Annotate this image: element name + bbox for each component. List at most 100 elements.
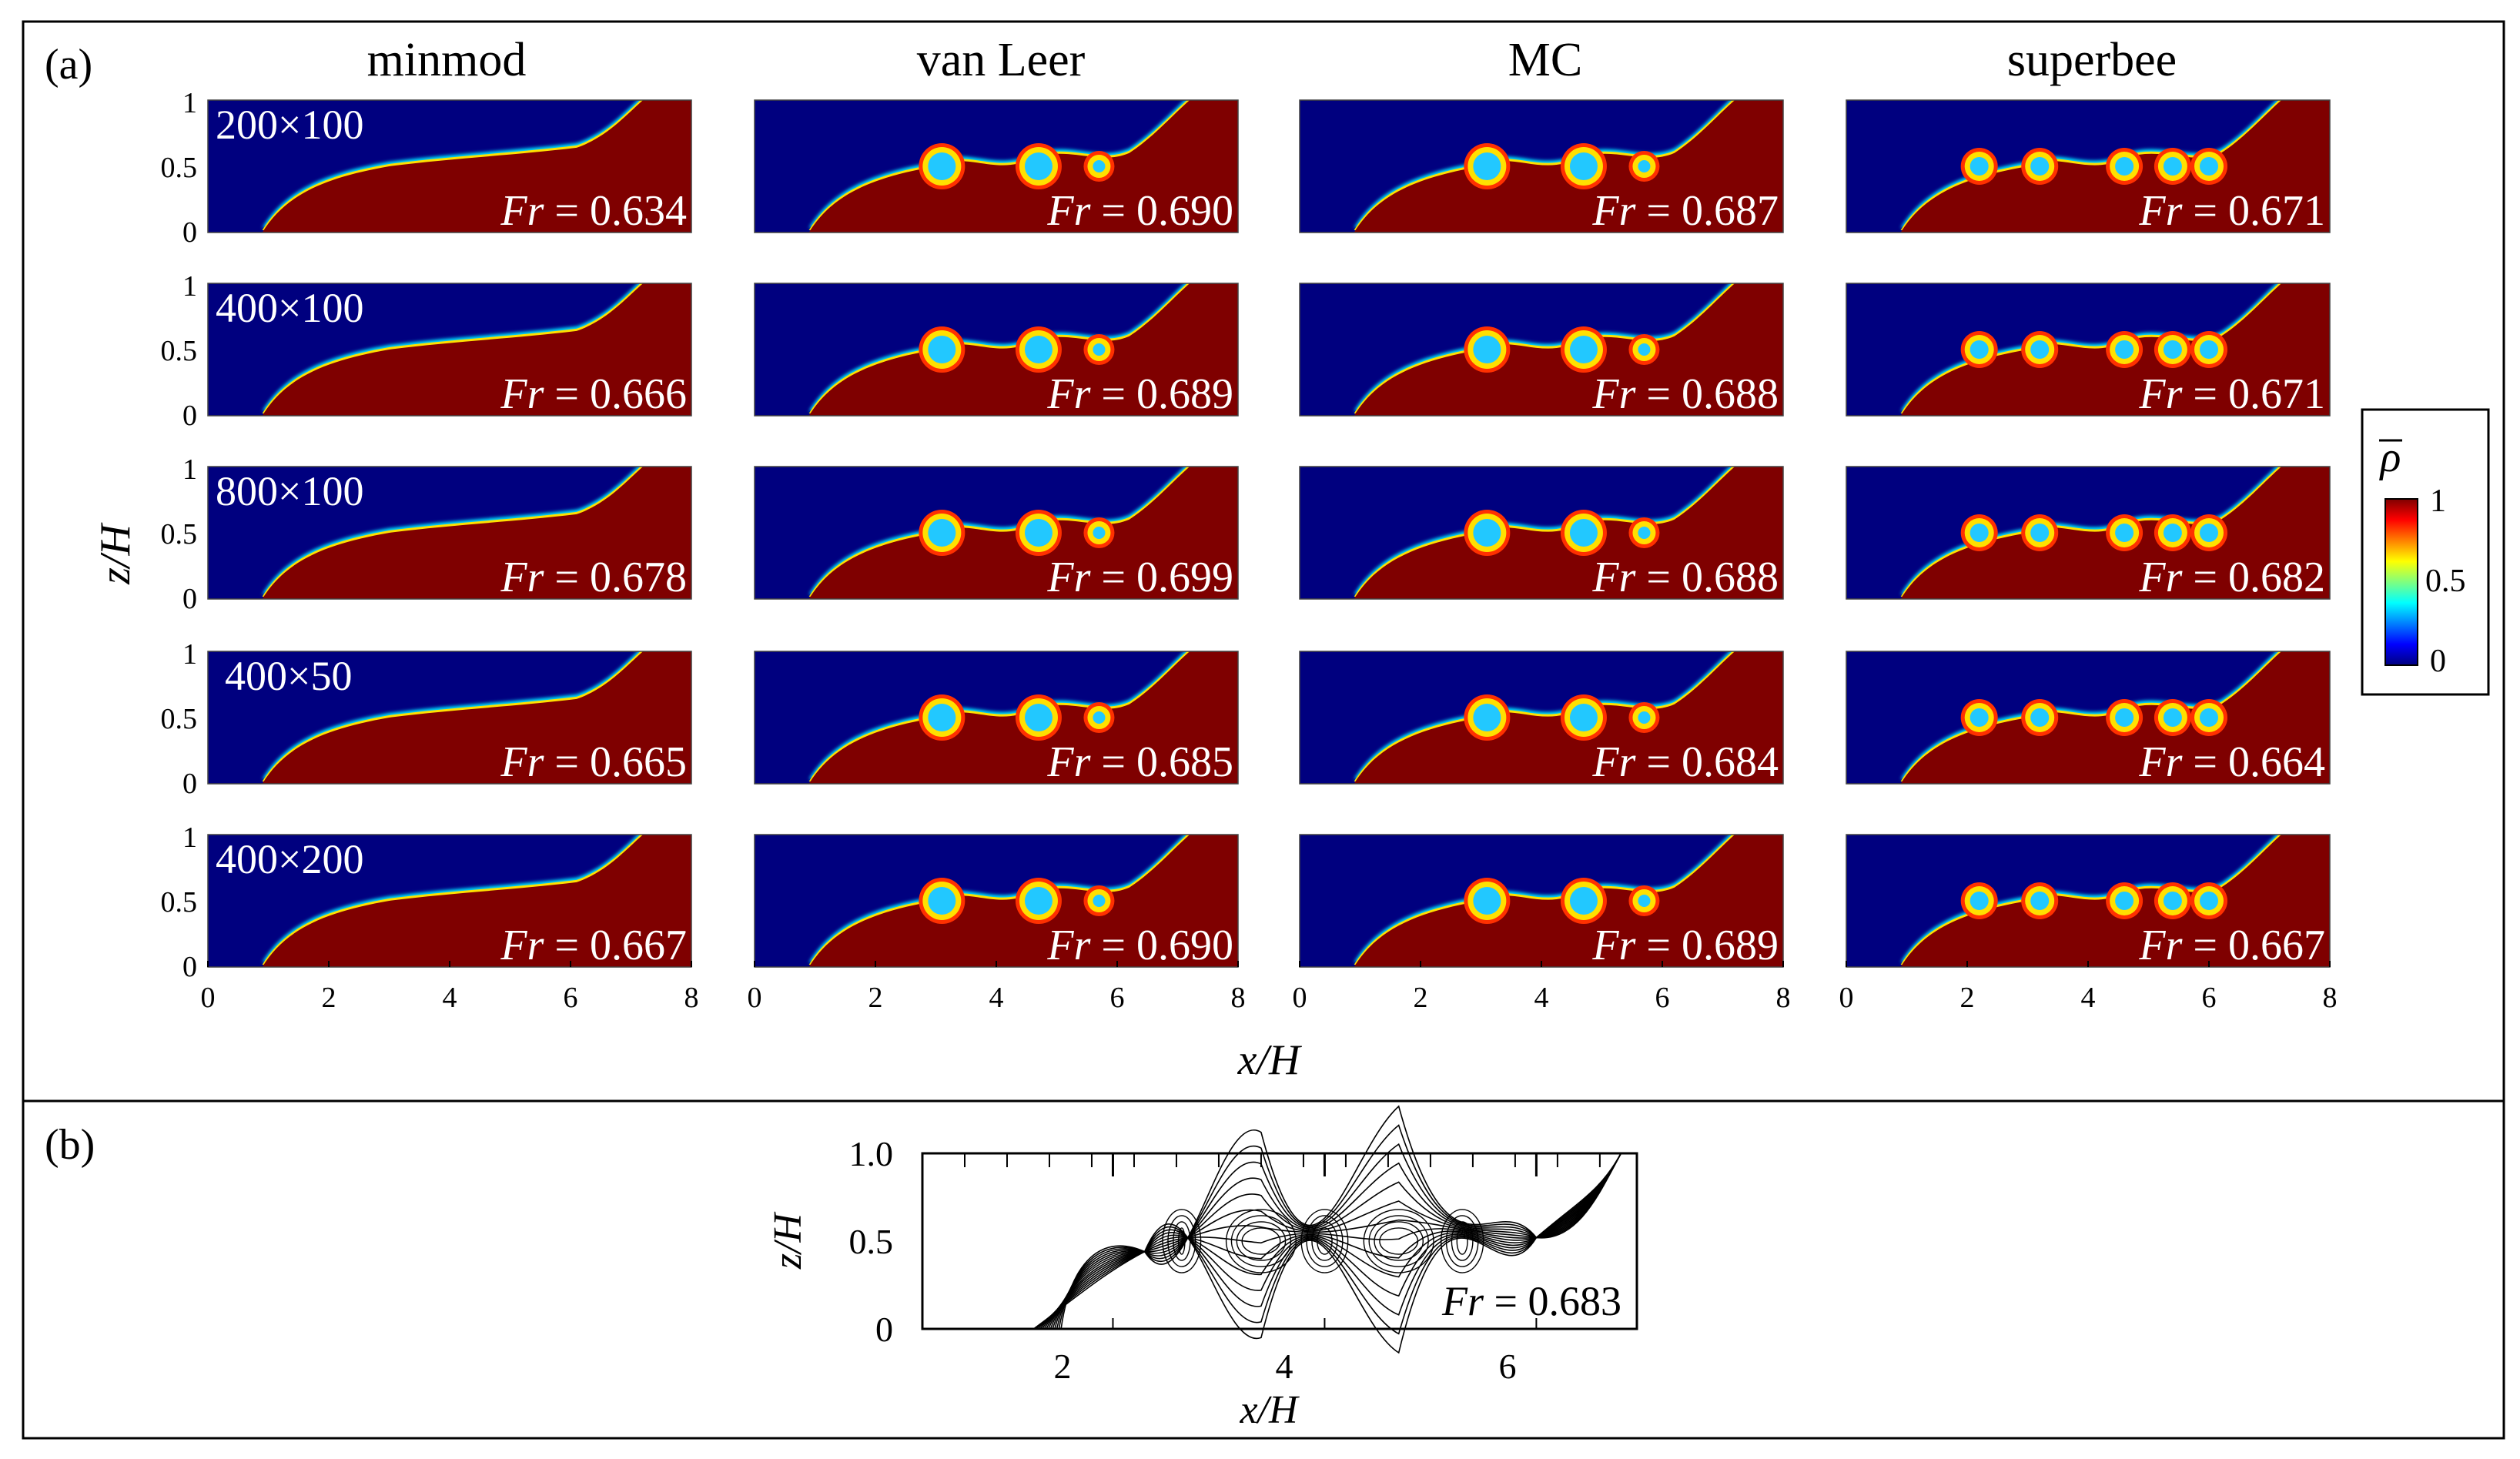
panel-b-ytick-0: 0 <box>875 1310 893 1349</box>
panel-b-plot: 1.0 0.5 0 2 4 6 x/H z/H Fr = 0.683 <box>766 1105 1638 1432</box>
sim-panel-border <box>1846 283 2331 417</box>
froude-number-label: Fr = 0.689 <box>1591 922 1779 969</box>
sim-panel-r5-c3: Fr = 0.689 0 2 4 6 8 <box>1293 834 1791 1014</box>
x-tick-c3-3: 6 <box>1655 982 1670 1014</box>
froude-number-label: Fr = 0.665 <box>500 738 687 786</box>
vortex-core <box>1473 152 1501 180</box>
vortex-contour <box>1445 1215 1479 1267</box>
vortex-core <box>1093 160 1106 172</box>
vortex-core <box>2030 340 2050 359</box>
vortex-contour <box>1311 1221 1338 1261</box>
vortex-core <box>928 519 956 547</box>
vortex-core <box>2200 340 2218 359</box>
froude-number-label: Fr = 0.678 <box>500 554 687 601</box>
column-header-superbee: superbee <box>2007 34 2177 86</box>
vortex-contour <box>1230 1215 1292 1267</box>
vortex-core <box>2200 157 2218 176</box>
sim-panel-r4-c2: Fr = 0.685 <box>754 651 1239 786</box>
vortex-core <box>1024 336 1053 363</box>
sim-panel-border <box>1846 99 2331 233</box>
vortex-core <box>1024 152 1053 180</box>
vortex-contour <box>1374 1221 1424 1261</box>
vortex-core <box>1638 160 1651 172</box>
vortex-core <box>1473 519 1501 547</box>
sim-panel-r5-c1: 400×200 1 0.5 0 Fr = 0.667 0 2 4 6 8 <box>161 822 699 1014</box>
grid-resolution-label: 200×100 <box>216 102 363 148</box>
vortex-core <box>2030 157 2050 176</box>
sim-panel-r1-c1: 200×100 1 0.5 0 Fr = 0.634 <box>161 87 692 249</box>
vortex-core <box>1024 704 1053 731</box>
vortex-core <box>2115 892 2134 910</box>
x-axis-label: x/H <box>1237 1036 1302 1084</box>
froude-number-label: Fr = 0.687 <box>1591 187 1779 235</box>
vortex-core <box>1638 343 1651 356</box>
froude-number-label: Fr = 0.690 <box>1046 187 1233 235</box>
y-tick-r4-2: 0 <box>182 768 197 800</box>
dense-fluid-region <box>262 467 691 599</box>
sim-panel-r2-c4: Fr = 0.671 <box>1846 283 2331 418</box>
vortex-contour <box>1162 1209 1202 1273</box>
sim-panel-r2-c2: Fr = 0.689 <box>754 283 1239 418</box>
vortex-core <box>2163 892 2182 910</box>
sim-panel-border <box>1299 283 1784 417</box>
sim-panel-r3-c1: 800×100 1 0.5 0 Fr = 0.678 <box>161 453 692 615</box>
vortex-core <box>1093 895 1106 907</box>
sim-panel-border <box>1299 651 1784 785</box>
sim-panel-border <box>1846 466 2331 600</box>
vortex-core <box>1569 152 1598 180</box>
sim-panel-border <box>207 283 692 417</box>
x-tick-c4-1: 2 <box>1960 982 1975 1014</box>
grid-resolution-label: 400×100 <box>216 285 363 331</box>
y-tick-r2-0: 1 <box>182 270 197 303</box>
sim-panel-border <box>1299 99 1784 233</box>
panel-b-contour-lines <box>1032 1105 1622 1354</box>
sim-panel-border <box>1846 651 2331 785</box>
panel-b-y-axis-label: z/H <box>766 1211 810 1270</box>
vortex-core <box>1569 519 1598 547</box>
vortex-core <box>2115 524 2134 542</box>
grid-resolution-label: 400×50 <box>225 653 352 699</box>
column-header-mc: MC <box>1508 34 1582 86</box>
sim-panel-r4-c1: 400×50 1 0.5 0 Fr = 0.665 <box>161 638 692 800</box>
sim-panel-r3-c4: Fr = 0.682 <box>1846 466 2331 601</box>
vortex-core <box>2115 157 2134 176</box>
colorbar: ρ 1 0.5 0 <box>2361 408 2490 696</box>
froude-number-label: Fr = 0.671 <box>2138 370 2325 418</box>
sim-panel-border <box>754 99 1239 233</box>
x-tick-c2-1: 2 <box>868 982 883 1014</box>
x-tick-c2-4: 8 <box>1231 982 1246 1014</box>
x-tick-c1-4: 8 <box>684 982 699 1014</box>
vortex-contour <box>1368 1215 1429 1267</box>
grid-resolution-label: 400×200 <box>216 836 363 882</box>
vortex-core <box>2200 708 2218 727</box>
vortex-core <box>1473 704 1501 731</box>
vortex-core <box>1569 704 1598 731</box>
y-tick-r3-1: 0.5 <box>161 518 198 550</box>
sim-panel-r5-c4: Fr = 0.667 0 2 4 6 8 <box>1839 834 2338 1014</box>
sim-panel-border <box>1299 466 1784 600</box>
dense-fluid-region <box>262 651 691 784</box>
sim-panel-r3-c2: Fr = 0.699 <box>754 466 1239 601</box>
vortex-core <box>1969 524 1989 542</box>
y-tick-r1-0: 1 <box>182 87 197 119</box>
y-tick-r5-1: 0.5 <box>161 886 198 919</box>
vortex-contour <box>1456 1227 1468 1255</box>
y-tick-r1-2: 0 <box>182 216 197 249</box>
vortex-core <box>1473 887 1501 915</box>
y-tick-r2-1: 0.5 <box>161 335 198 367</box>
froude-number-label: Fr = 0.682 <box>2138 554 2325 601</box>
colorbar-gradient <box>2384 498 2418 666</box>
vortex-core <box>928 887 956 915</box>
vortex-core <box>1024 887 1053 915</box>
froude-number-label: Fr = 0.666 <box>500 370 687 418</box>
vortex-contour <box>1173 1221 1191 1261</box>
froude-number-label: Fr = 0.690 <box>1046 922 1233 969</box>
froude-number-label: Fr = 0.699 <box>1046 554 1233 601</box>
vortex-core <box>1093 711 1106 724</box>
vortex-core <box>2200 892 2218 910</box>
x-tick-c4-3: 6 <box>2202 982 2217 1014</box>
x-tick-c2-2: 4 <box>989 982 1004 1014</box>
sim-panel-r2-c1: 400×100 1 0.5 0 Fr = 0.666 <box>161 270 692 432</box>
